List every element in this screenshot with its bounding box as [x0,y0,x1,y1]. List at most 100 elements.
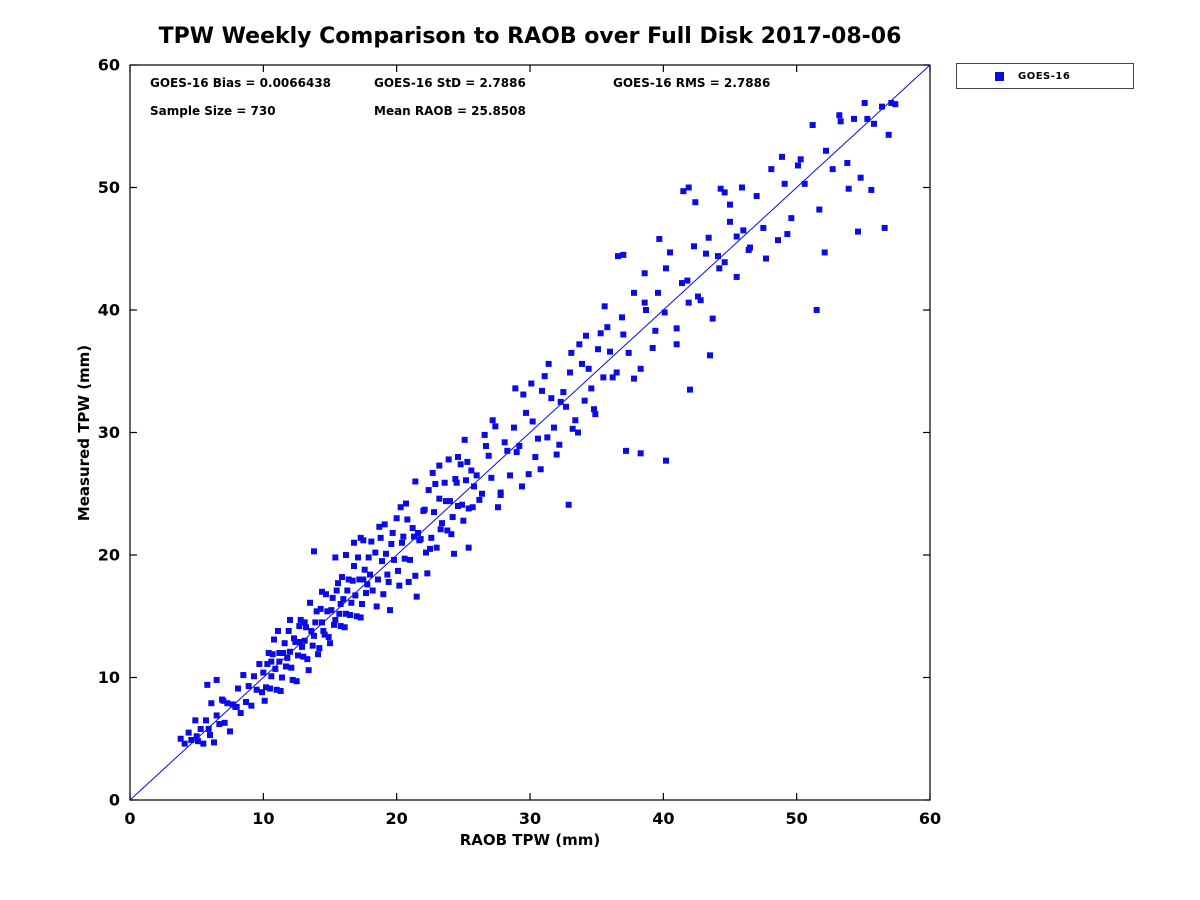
data-point-marker [404,516,411,523]
data-point-marker [641,299,648,306]
data-point-marker [332,554,339,561]
data-point-marker [356,576,363,583]
data-point-marker [471,483,477,490]
data-point-marker [615,253,621,260]
data-point-marker [663,457,669,464]
data-point-marker [361,566,368,573]
one-to-one-line [129,64,931,801]
data-point-marker [307,599,313,606]
data-point-marker [548,395,555,402]
data-point-marker [259,689,265,696]
data-point-marker [323,591,329,598]
data-point-marker [299,643,305,650]
data-point-marker [301,619,308,626]
data-point-marker [393,515,400,522]
data-point-marker [483,442,489,449]
data-point-marker [447,498,453,505]
data-point-marker [655,289,661,296]
data-point-marker [861,99,868,106]
data-point-marker [235,685,241,692]
data-point-marker [553,451,560,458]
data-point-marker [296,638,303,645]
data-point-marker [572,417,579,424]
data-point-marker [424,570,431,577]
data-point-marker [204,681,211,688]
y-tick-label: 20 [98,546,120,565]
data-point-marker [351,539,357,546]
data-point-marker [851,115,857,122]
data-point-marker [465,544,472,551]
data-point-marker [431,509,437,516]
data-point-marker [340,596,347,603]
data-point-marker [667,249,673,256]
data-point-marker [652,327,659,334]
data-point-marker [316,645,323,652]
data-point-marker [797,156,804,163]
data-point-marker [213,712,220,719]
data-point-marker [268,658,275,665]
data-point-markers [177,99,899,747]
data-point-marker [333,587,340,594]
data-point-marker [203,717,209,724]
data-point-marker [459,501,465,508]
data-point-marker [315,651,321,658]
y-tick-label: 50 [98,178,120,197]
data-point-marker [581,397,588,404]
data-point-marker [193,733,200,740]
data-point-marker [443,498,449,505]
data-point-marker [405,578,412,585]
data-point-marker [569,425,576,432]
data-point-marker [441,479,448,486]
data-point-marker [308,627,315,634]
data-point-marker [264,661,271,668]
data-point-marker [695,293,701,300]
data-point-marker [360,537,367,544]
data-point-marker [407,556,413,563]
data-point-marker [816,206,823,213]
data-point-marker [768,166,775,173]
data-point-marker [801,180,808,187]
data-point-marker [709,315,716,322]
data-point-marker [248,702,255,709]
data-point-marker [309,642,316,649]
data-point-marker [469,504,476,511]
data-point-marker [631,289,637,296]
data-point-marker [464,458,471,465]
data-point-marker [451,550,457,557]
x-tick-label: 40 [652,809,674,828]
data-point-marker [881,224,888,231]
data-point-marker [727,218,733,225]
data-point-marker [476,496,483,503]
data-point-marker [753,193,760,200]
data-point-marker [457,461,464,468]
data-point-marker [256,661,263,668]
data-point-marker [261,697,268,704]
data-point-marker [401,555,408,562]
data-point-marker [387,607,393,614]
data-point-marker [544,434,551,441]
data-point-marker [352,592,359,599]
data-point-marker [857,174,864,181]
data-point-marker [432,480,439,487]
legend-series-label: GOES-16 [1018,70,1071,82]
y-tick-label: 40 [98,301,120,320]
x-tick-label: 30 [519,809,541,828]
data-point-marker [289,676,296,683]
data-point-marker [412,478,419,485]
data-point-marker [320,627,327,634]
data-point-marker [195,738,201,745]
data-point-marker [520,391,527,398]
data-point-marker [439,520,445,527]
data-point-marker [376,523,383,530]
data-point-marker [383,550,389,557]
data-point-marker [287,616,293,623]
data-point-marker [705,234,712,241]
data-point-marker [557,398,564,405]
data-point-marker [579,360,585,367]
data-point-marker [545,360,552,367]
data-point-marker [609,374,616,381]
data-point-marker [656,235,663,242]
data-point-marker [380,591,387,598]
data-point-marker [740,227,747,234]
